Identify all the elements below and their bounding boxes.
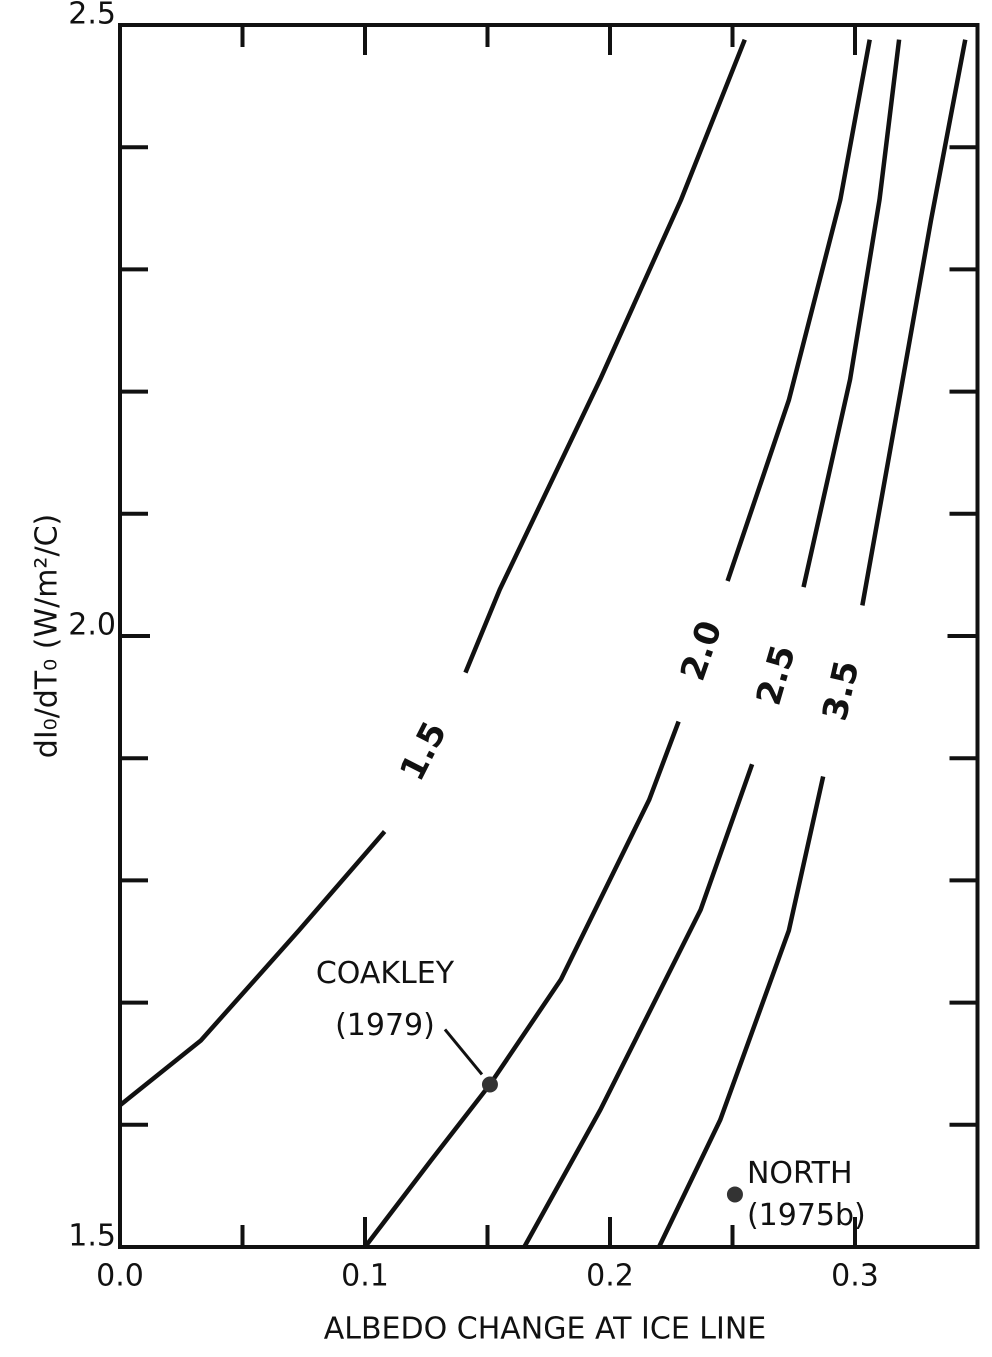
x-axis-label: ALBEDO CHANGE AT ICE LINE bbox=[324, 1312, 767, 1347]
x-tick-label: 0.2 bbox=[586, 1259, 634, 1294]
y-axis-label: dI₀/dT₀ (W/m²/C) bbox=[30, 514, 65, 758]
contour-line bbox=[522, 39, 902, 1249]
reference-point bbox=[726, 1186, 743, 1203]
reference-point bbox=[481, 1076, 498, 1093]
pointer-arrow bbox=[443, 1028, 484, 1076]
contour-label: 2.0 bbox=[673, 616, 731, 686]
contour-label: 2.5 bbox=[749, 641, 804, 710]
y-tick-label: 2.0 bbox=[68, 608, 116, 643]
plot-frame bbox=[118, 23, 980, 1249]
point-label: (1975b) bbox=[747, 1198, 866, 1233]
contour-line bbox=[656, 39, 968, 1248]
point-label: (1979) bbox=[335, 1008, 435, 1043]
contour-label: 1.5 bbox=[392, 715, 455, 787]
x-tick-label: 0.3 bbox=[831, 1259, 879, 1294]
contour-label: 3.5 bbox=[815, 657, 867, 725]
x-tick-label: 0.0 bbox=[96, 1259, 144, 1294]
contour-line bbox=[363, 39, 872, 1249]
point-label: NORTH bbox=[747, 1156, 853, 1191]
y-tick-label: 1.5 bbox=[68, 1219, 116, 1254]
y-tick-label: 2.5 bbox=[68, 0, 116, 32]
contour-line bbox=[118, 38, 747, 1108]
point-label: COAKLEY bbox=[316, 956, 455, 991]
x-tick-label: 0.1 bbox=[341, 1259, 389, 1294]
